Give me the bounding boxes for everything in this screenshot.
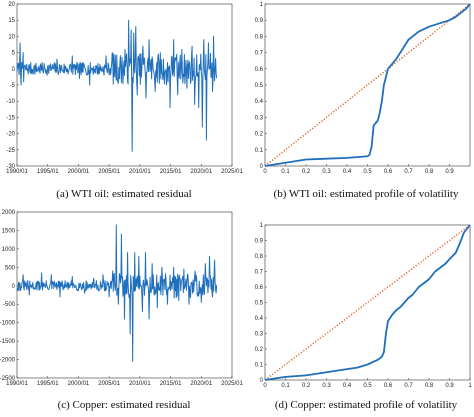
panel-c-ytick-label: 1500	[2, 228, 16, 234]
panel-d-xtick-label: 0.7	[404, 383, 413, 389]
panel-d-xtick-label: 0.4	[343, 383, 352, 389]
panel-d-ytick-label: 0.7	[255, 270, 264, 276]
panel-c-ytick-label: -2000	[0, 358, 16, 364]
panel-c: 2000 1500 1000 500 0 -500 -1000 -1500 -2000 -2500…	[0, 210, 244, 411]
panel-b-ytick-label: 0.5	[255, 83, 264, 89]
panel-b-ytick-label: 0.8	[255, 34, 264, 40]
panel-a-ytick-label: 0	[12, 67, 16, 73]
panel-b-xtick-label: 0.9	[445, 169, 454, 175]
panel-d-xtick-label: 0.2	[302, 383, 311, 389]
panel-d-diagonal-line	[264, 224, 471, 381]
panel-c-ytick-label: 2000	[2, 210, 16, 216]
panel-a-xtick-label: 2000/01	[68, 169, 90, 175]
panel-c-ytick-label: 0	[12, 284, 16, 290]
panel-b-xtick-label: 0.2	[302, 169, 311, 175]
panel-b-xtick-label: 0.8	[425, 169, 434, 175]
caption-a: (a) WTI oil: estimated residual	[56, 188, 191, 200]
panel-c-xtick-label: 2015/01	[160, 381, 182, 387]
panel-c-xtick-label: 2010/01	[129, 381, 151, 387]
panel-b-ytick-label: 0.2	[255, 132, 264, 138]
panel-c-ytick-label: 1000	[2, 247, 16, 253]
panel-a-ytick-label: -5	[10, 83, 16, 89]
panel-d-ytick-label: 0.6	[255, 285, 264, 291]
panel-a-xtick-label: 2025/01	[221, 169, 243, 175]
panel-b-xtick-label: 0.5	[363, 169, 372, 175]
panel-d-ytick-label: 1	[260, 223, 264, 229]
panel-d-ytick-label: 0.9	[255, 239, 264, 245]
panel-b-ytick-label: 1	[260, 2, 264, 8]
panel-c-xtick-label: 2005/01	[98, 381, 120, 387]
caption-c: (c) Copper: estimated residual	[58, 399, 191, 411]
panel-a-residual-line	[16, 19, 218, 152]
panel-a-ytick-label: 10	[8, 34, 15, 40]
panel-a-xtick-label: 1990/01	[6, 169, 28, 175]
panel-b-xtick-label: 0.4	[343, 169, 352, 175]
panel-b-ytick-label: 0.4	[255, 99, 264, 105]
panel-d-ytick-label: 0.5	[255, 301, 264, 307]
panel-c-ytick-label: 500	[5, 265, 16, 271]
panel-d-xtick-label: 0.3	[322, 383, 331, 389]
panel-c-xtick-label: 2000/01	[68, 381, 90, 387]
panel-c-xtick-label: 2020/01	[190, 381, 212, 387]
panel-a-ytick-label: -25	[6, 148, 15, 154]
panel-d-volatility-curve	[264, 224, 471, 381]
panel-b-xtick-label: 0.7	[404, 169, 413, 175]
panel-a-xtick-label: 1995/01	[37, 169, 59, 175]
panel-b-xtick-label: 0	[263, 169, 267, 175]
panel-a-ytick-label: -10	[6, 99, 15, 105]
panel-d-ytick-label: 0.1	[255, 363, 264, 369]
panel-d-xtick-label: 0	[263, 383, 267, 389]
panel-b-xtick-label: 0.3	[322, 169, 331, 175]
panel-d-xtick-label: 0.8	[425, 383, 434, 389]
panel-a-ytick-label: 5	[12, 51, 16, 57]
panel-a-axes	[16, 3, 233, 167]
panel-a-ytick-label: -15	[6, 115, 15, 121]
panel-b-xtick-label: 0.1	[281, 169, 290, 175]
panel-c-ytick-label: -500	[3, 302, 16, 308]
panel-b-ytick-label: 0.3	[255, 115, 264, 121]
panel-b-diagonal-line	[264, 3, 471, 167]
caption-d: (d) Copper: estimated profile of volatil…	[275, 399, 458, 411]
panel-b-ytick-label: 0.1	[255, 148, 264, 154]
panel-d-xtick-label: 0.6	[384, 383, 393, 389]
panel-c-ytick-label: -1000	[0, 321, 16, 327]
panel-a-xtick-label: 2010/01	[129, 169, 151, 175]
panel-c-ytick-label: -1500	[0, 339, 16, 345]
panel-a-ytick-label: -20	[6, 132, 15, 138]
panel-d-ytick-label: 0.8	[255, 254, 264, 260]
panel-d-xtick-label: 1	[468, 383, 472, 389]
panel-d-xtick-label: 0.1	[281, 383, 290, 389]
panel-d-ytick-label: 0.2	[255, 347, 264, 353]
panel-c-axes	[16, 211, 233, 379]
caption-b: (b) WTI oil: estimated profile of volati…	[274, 188, 459, 200]
panel-c-residual-line	[16, 224, 218, 362]
panel-d-ytick-label: 0.3	[255, 332, 264, 338]
panel-b: 0 0.1 0.2 0.3 0.4 0.5 0.6 0.7 0.8 0.9 1 0 0.1 0.2 0.3 0…	[255, 2, 471, 200]
panel-b-volatility-curve	[264, 3, 471, 167]
panel-a-ytick-label: -30	[6, 164, 15, 170]
panel-d-xtick-label: 0.5	[363, 383, 372, 389]
panel-a-xtick-label: 2015/01	[160, 169, 182, 175]
panel-d: 0 0.1 0.2 0.3 0.4 0.5 0.6 0.7 0.8 0.9 1 0 0.1 0.2 0.3 0…	[255, 223, 473, 411]
panel-b-ytick-label: 0.6	[255, 67, 264, 73]
panel-b-xtick-label: 0.6	[384, 169, 393, 175]
panel-d-ytick-label: 0.4	[255, 316, 264, 322]
panel-c-xtick-label: 1990/01	[6, 381, 28, 387]
panel-d-ytick-label: 0	[260, 378, 264, 384]
panel-b-ytick-label: 0	[260, 164, 264, 170]
panel-b-ytick-label: 0.9	[255, 18, 264, 24]
panel-a-xtick-label: 2005/01	[98, 169, 120, 175]
panel-a-xtick-label: 2020/01	[190, 169, 212, 175]
panel-a-ytick-label: 15	[8, 18, 15, 24]
panel-c-ytick-label: -2500	[0, 376, 16, 382]
panel-c-xtick-label: 1995/01	[37, 381, 59, 387]
panel-d-xtick-label: 0.9	[445, 383, 454, 389]
panel-d-axes	[264, 224, 471, 381]
panel-a-ytick-label: 20	[8, 2, 15, 8]
panel-b-ytick-label: 0.7	[255, 51, 264, 57]
panel-c-xtick-label: 2025/01	[221, 381, 243, 387]
